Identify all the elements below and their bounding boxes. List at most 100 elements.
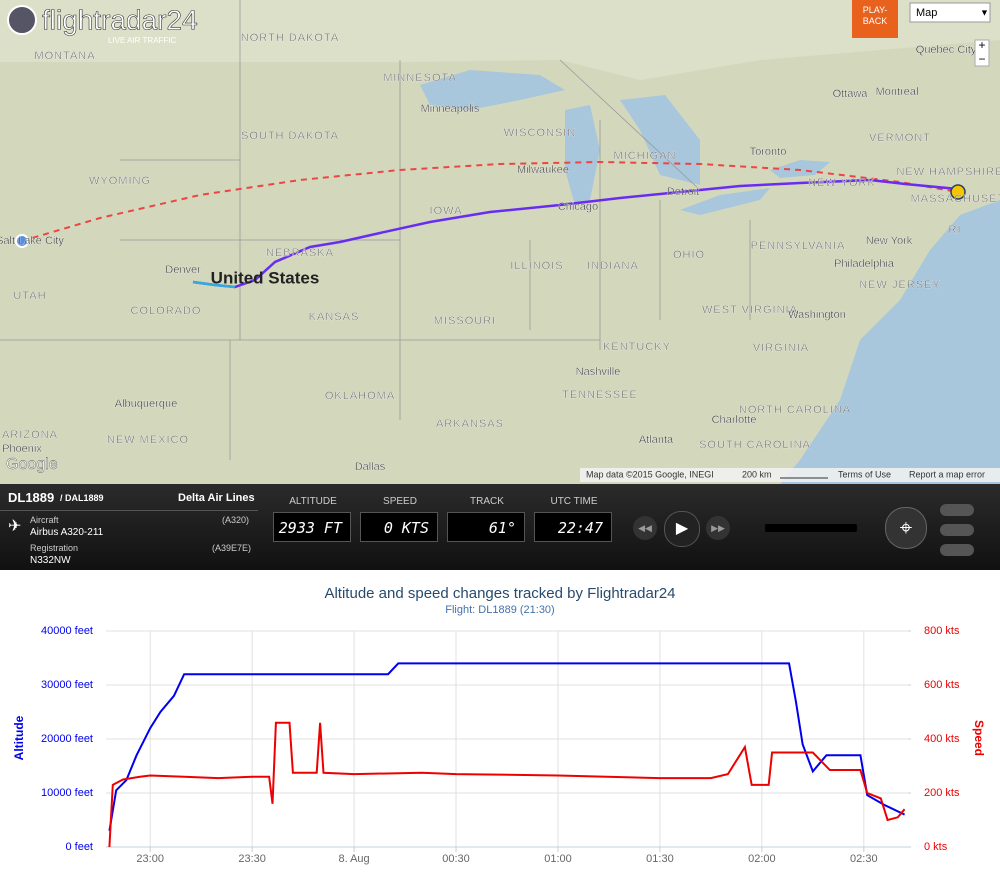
logo-icon [7,5,37,35]
map-label: MONTANA [34,50,95,62]
aircraft-icon[interactable] [950,184,966,200]
map-label: ILLINOIS [510,260,563,272]
y-tick-label: 10000 feet [41,787,93,799]
map-label: Charlotte [712,414,757,426]
forward[interactable]: ▶▶ [706,516,730,540]
map-label: OHIO [673,249,705,261]
google-logo: Google [6,456,58,473]
flight-path-start [192,280,236,289]
origin-marker[interactable] [15,234,29,248]
map-label: MASSACHUSETTS [911,193,1000,205]
divider [0,510,258,511]
x-tick-label: 23:00 [136,853,164,865]
info-bar: DL1889 / DAL1889 Delta Air Lines ✈ Aircr… [0,484,1000,570]
map-label: Atlanta [639,434,674,446]
map-label: COLORADO [131,305,202,317]
map-label: ARKANSAS [436,418,504,430]
map-label: SOUTH CAROLINA [699,439,811,451]
airline: Delta Air Lines [178,492,255,504]
map-label: TENNESSEE [562,389,638,401]
map-label: UTAH [13,290,46,302]
rewind[interactable]: ◀◀ [633,516,657,540]
plane-icon: ✈ [8,518,22,535]
readout-label: SPEED [383,496,417,507]
zoom-control[interactable] [974,39,990,67]
map-label: United States [211,268,320,287]
map-label: Ottawa [833,88,869,100]
y-tick-label: 20000 feet [41,733,93,745]
map-label: KENTUCKY [603,341,671,353]
canada [0,0,1000,80]
map-label: Detroit [667,186,699,198]
map-label: NEW YORK [808,177,876,189]
map-label: NORTH DAKOTA [241,32,339,44]
y2-tick-label: 800 kts [924,625,960,637]
map-label: PENNSYLVANIA [751,240,846,252]
aircraft-code: (A320) [222,515,250,525]
readout-value: 22:47 [534,512,612,542]
hex: (A39E7E) [212,543,252,553]
y-tick-label: 40000 feet [41,625,93,637]
x-tick-label: 02:00 [748,853,776,865]
progress[interactable] [765,524,857,532]
map-label: Montreal [876,86,919,98]
playback-button[interactable] [852,0,898,38]
y2-tick-label: 400 kts [924,733,960,745]
map-label: Albuquerque [115,398,177,410]
readout-label: TRACK [470,496,504,507]
chart-subtitle: Flight: DL1889 (21:30) [445,604,554,616]
ocean [780,200,1000,484]
map-label: Phoenix [2,443,42,455]
registration-label: Registration [30,543,79,553]
map-label: Dallas [355,461,386,473]
map-label: New York [866,235,913,247]
map-label: NEW MEXICO [107,434,189,446]
y-tick-label: 0 feet [65,841,93,853]
map-label: WYOMING [89,175,151,187]
map-label: Salt Lake City [0,235,64,247]
x-tick-label: 00:30 [442,853,470,865]
report[interactable]: Report a map error [909,469,985,479]
x-tick-label: 01:00 [544,853,572,865]
map-data: Map data ©2015 Google, INEGI [586,469,714,479]
terms[interactable]: Terms of Use [838,469,891,479]
readout-value: 61° [447,512,525,542]
zoom-in: + [978,38,985,52]
map-label: Washington [788,309,846,321]
toggle[interactable] [940,544,974,556]
map-label: SOUTH DAKOTA [241,130,339,142]
lake [620,95,700,185]
map-label: RI [949,224,962,236]
map-label: Quebec City [916,44,977,56]
map-label: Minneapolis [421,103,480,115]
series-line [108,662,906,831]
map-label: Toronto [750,146,787,158]
y2-tick-label: 600 kts [924,679,960,691]
map-footer [580,468,1000,482]
borders [0,0,751,460]
map-label: OKLAHOMA [325,390,395,402]
map-label: Denver [165,264,201,276]
map-label: NEBRASKA [266,247,334,259]
logo: flightradar24 [42,4,198,35]
toggle[interactable] [940,504,974,516]
y-axis-title: Altitude [12,715,26,760]
center-button[interactable]: ⌖ [885,507,927,549]
y2-tick-label: 0 kts [924,841,948,853]
play[interactable]: ▶ [664,511,700,547]
readout-label: UTC TIME [550,496,598,507]
chart: Altitude and speed changes tracked by Fl… [12,585,986,865]
x-tick-label: 23:30 [238,853,266,865]
great-circle [21,160,959,242]
map-label: VIRGINIA [753,342,809,354]
toggle[interactable] [940,524,974,536]
y-tick-label: 30000 feet [41,679,93,691]
registration: N332NW [30,555,71,566]
flight: DL1889 [8,490,55,505]
zoom-out: − [978,52,985,66]
y2-tick-label: 200 kts [924,787,960,799]
series-line [108,721,906,848]
map-select[interactable] [909,2,991,23]
x-tick-label: 01:30 [646,853,674,865]
